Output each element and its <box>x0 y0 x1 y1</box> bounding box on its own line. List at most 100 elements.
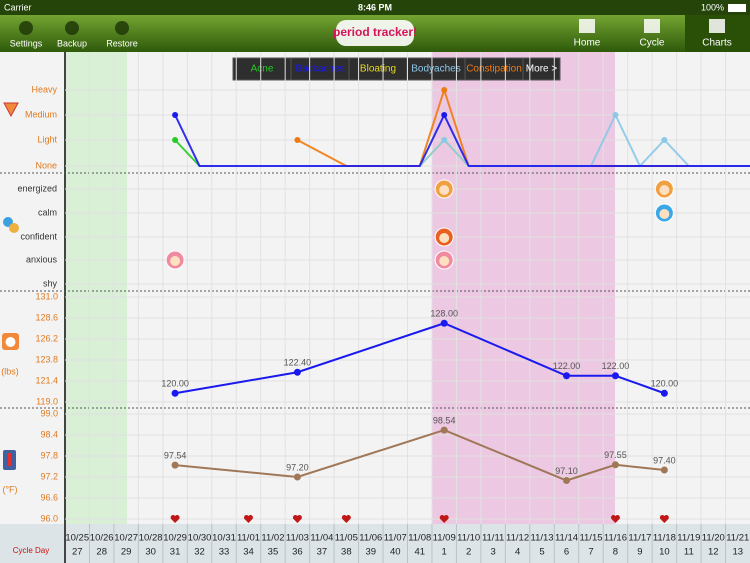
carrier: Carrier <box>4 2 32 12</box>
symptom-point <box>172 112 179 118</box>
mood-face-inner <box>439 256 450 266</box>
filter-button[interactable]: Backaches <box>296 64 345 75</box>
filter-button[interactable]: Constipation <box>466 64 522 75</box>
y-tick-label: 123.8 <box>35 354 58 364</box>
thermometer-icon <box>8 453 11 466</box>
data-point <box>440 426 448 434</box>
date-label: 11/06 <box>359 533 382 544</box>
data-point <box>611 461 619 469</box>
y-tick-label: 98.4 <box>40 429 58 439</box>
data-label: 128.00 <box>430 309 458 319</box>
data-label: 97.20 <box>286 462 309 472</box>
symptom-level: Medium <box>25 109 57 119</box>
toolbar-button[interactable]: Restore <box>106 38 138 48</box>
y-tick-label: 121.4 <box>35 375 58 385</box>
toolbar-button[interactable]: Home <box>574 38 601 49</box>
symptom-icon <box>3 102 19 118</box>
mood-face-inner <box>439 233 450 243</box>
date-label: 10/27 <box>114 533 138 544</box>
date-label: 11/01 <box>237 533 260 544</box>
intercourse-heart <box>170 515 180 523</box>
date-label: 11/15 <box>579 533 602 544</box>
date-label: 10/31 <box>212 533 236 544</box>
clock: 8:46 PM <box>358 2 392 12</box>
cycle-day: 3 <box>490 547 495 558</box>
toolbar-button[interactable]: Settings <box>10 38 43 48</box>
cycle-day: 10 <box>659 547 670 558</box>
cycle-day: 40 <box>390 547 401 558</box>
mood-face-inner <box>659 209 670 219</box>
intercourse-heart <box>659 515 669 523</box>
symptom-point <box>172 137 179 143</box>
data-label: 97.10 <box>555 466 578 476</box>
toolbar-icon <box>579 19 595 33</box>
date-label: 11/05 <box>335 533 358 544</box>
cycle-day: 1 <box>442 547 447 558</box>
cycle-day: 12 <box>708 547 719 558</box>
toolbar-icon <box>19 21 33 35</box>
cycle-day: 41 <box>414 547 425 558</box>
filter-button[interactable]: More > <box>526 64 558 75</box>
data-point <box>660 466 668 474</box>
cycle-day: 35 <box>268 547 279 558</box>
filter-bar <box>233 58 560 80</box>
filter-button[interactable]: Bodyaches <box>411 64 460 75</box>
cycle-day: 7 <box>588 547 593 558</box>
date-label: 11/19 <box>677 533 700 544</box>
date-label: 10/28 <box>139 533 163 544</box>
mood-label: calm <box>38 207 57 217</box>
cycle-day: 28 <box>96 547 107 558</box>
scale-icon <box>5 337 16 347</box>
date-label: 11/03 <box>286 533 309 544</box>
symptom-line <box>174 112 750 167</box>
toolbar-icon <box>709 19 725 33</box>
mood-label: confident <box>20 231 57 241</box>
intercourse-heart <box>292 515 302 523</box>
cycle-day: 38 <box>341 547 352 558</box>
mood-face-inner <box>170 256 181 266</box>
filter-button[interactable]: Bloating <box>360 64 396 75</box>
cycle-day: 8 <box>613 547 618 558</box>
symptom-point <box>441 112 448 118</box>
logo-bg <box>336 20 414 46</box>
cycle-day: 29 <box>121 547 132 558</box>
data-point <box>563 372 571 380</box>
date-label: 11/14 <box>555 533 578 544</box>
toolbar-button[interactable]: Cycle <box>639 38 664 49</box>
symptom-point <box>441 87 448 93</box>
data-label: 120.00 <box>651 379 679 389</box>
mood-face-inner <box>659 185 670 195</box>
cycle-day: 2 <box>466 547 471 558</box>
intercourse-heart <box>439 515 449 523</box>
cycle-day: 11 <box>684 547 694 558</box>
data-label: 97.54 <box>164 450 187 460</box>
data-point <box>293 368 301 376</box>
unit-label: (°F) <box>2 484 17 494</box>
series-line <box>174 429 665 482</box>
status-bar <box>0 0 750 15</box>
cycle-day: 5 <box>539 547 544 558</box>
mood-face-inner <box>439 185 450 195</box>
date-label: 11/16 <box>604 533 627 544</box>
toolbar-icon <box>644 19 660 33</box>
fertile-window <box>65 52 127 524</box>
data-point <box>611 372 619 380</box>
y-tick-label: 119.0 <box>36 396 58 406</box>
date-label: 10/29 <box>163 533 187 544</box>
cycle-day: 34 <box>243 547 254 558</box>
toolbar-button[interactable]: Backup <box>57 38 87 48</box>
filter-button[interactable]: Acne <box>251 64 274 75</box>
symptom-level: None <box>35 160 57 170</box>
date-label: 11/11 <box>482 533 504 544</box>
y-tick-label: 131.0 <box>35 291 58 301</box>
data-point <box>563 477 571 484</box>
period-window <box>432 52 615 524</box>
symptom-line <box>174 139 201 167</box>
cycle-day: 33 <box>219 547 230 558</box>
filter-cell <box>522 57 561 81</box>
y-tick-label: 97.8 <box>40 450 58 460</box>
date-label: 11/02 <box>261 533 284 544</box>
toolbar-button[interactable]: Charts <box>702 38 731 49</box>
battery-icon <box>728 4 746 12</box>
